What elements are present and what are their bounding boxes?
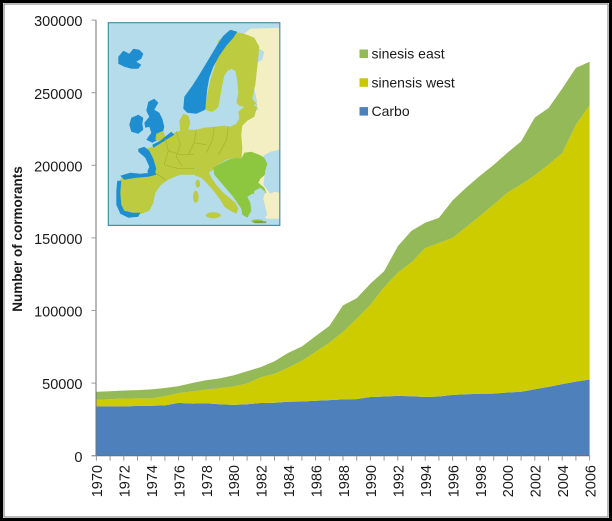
svg-text:1976: 1976	[172, 465, 188, 497]
svg-text:2004: 2004	[556, 465, 572, 497]
svg-text:1992: 1992	[392, 465, 408, 497]
svg-text:50000: 50000	[42, 377, 82, 393]
svg-text:1984: 1984	[282, 465, 298, 497]
svg-text:300000: 300000	[34, 14, 82, 30]
svg-text:1990: 1990	[364, 465, 380, 497]
svg-text:1972: 1972	[118, 465, 134, 497]
svg-text:1988: 1988	[337, 465, 353, 497]
svg-text:200000: 200000	[34, 159, 82, 175]
svg-text:1974: 1974	[145, 465, 161, 497]
svg-text:1982: 1982	[255, 465, 271, 497]
svg-text:2002: 2002	[529, 465, 545, 497]
svg-text:1986: 1986	[309, 465, 325, 497]
svg-text:1970: 1970	[90, 465, 106, 497]
svg-text:100000: 100000	[34, 305, 82, 321]
svg-text:250000: 250000	[34, 87, 82, 103]
svg-text:sinesis east: sinesis east	[372, 46, 445, 62]
svg-text:1980: 1980	[227, 465, 243, 497]
svg-text:1996: 1996	[446, 465, 462, 497]
svg-text:1998: 1998	[474, 465, 490, 497]
svg-text:1994: 1994	[419, 465, 435, 497]
svg-text:150000: 150000	[34, 232, 82, 248]
svg-text:2006: 2006	[583, 465, 599, 497]
svg-text:sinensis west: sinensis west	[372, 74, 455, 90]
svg-text:1978: 1978	[200, 465, 216, 497]
svg-text:Carbo: Carbo	[372, 103, 410, 119]
svg-text:Number of cormorants: Number of cormorants	[10, 166, 25, 312]
svg-text:0: 0	[74, 450, 82, 466]
svg-text:2000: 2000	[501, 465, 517, 497]
